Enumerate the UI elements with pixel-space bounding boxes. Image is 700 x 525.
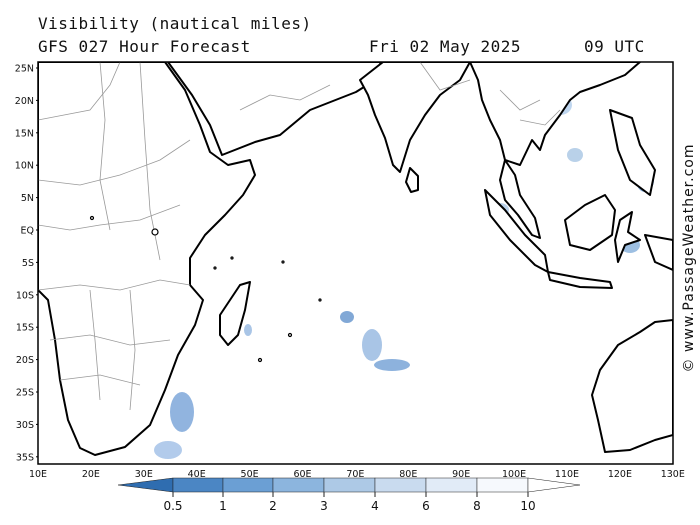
lat-label: 20S: [16, 355, 34, 366]
credit-text: © www.PassageWeather.com: [681, 143, 697, 372]
lat-label: 25S: [16, 388, 34, 399]
legend-label: 4: [371, 499, 379, 513]
longitude-labels: 10E 20E 30E 40E 50E 60E 70E 80E 90E 100E 110E 120E 1…: [29, 469, 685, 480]
lat-label: 10N: [15, 161, 34, 172]
visibility-legend: 0.5 1 2 3 4 6 8 10: [117, 477, 581, 513]
sulawesi: [614, 211, 641, 263]
lat-label: 10S: [16, 290, 34, 301]
lon-label: 80E: [399, 469, 417, 480]
lon-label: 130E: [661, 469, 685, 480]
lat-label: 15N: [15, 128, 34, 139]
legend-label: 3: [320, 499, 328, 513]
legend-label: 6: [422, 499, 430, 513]
java: [547, 271, 613, 289]
lat-label: 15S: [16, 323, 34, 334]
lon-label: 60E: [293, 469, 311, 480]
legend-arrow-left: [117, 477, 174, 493]
latitude-labels: 25N 20N 15N 10N 5N EQ 5S 10S 15S 20S 25S 30S 35S: [15, 64, 38, 463]
lat-label: 5N: [21, 193, 34, 204]
map-content: [38, 62, 673, 459]
new-guinea: [644, 234, 673, 271]
legend-label: 0.5: [163, 499, 182, 513]
legend-label: 2: [269, 499, 277, 513]
legend-labels: 0.5 1 2 3 4 6 8 10: [163, 492, 536, 513]
lon-label: 110E: [555, 469, 579, 480]
indochina: [469, 62, 641, 166]
legend-arrow-right: [527, 477, 581, 493]
islands: [89, 215, 322, 363]
lon-label: 50E: [241, 469, 259, 480]
legend-label: 1: [219, 499, 227, 513]
chart-title: Visibility (nautical miles): [38, 14, 312, 33]
india: [359, 62, 471, 173]
lon-label: 30E: [135, 469, 153, 480]
lat-label: 5S: [22, 258, 34, 269]
malay-peninsula: [499, 159, 541, 239]
forecast-subtitle: GFS 027 Hour Forecast: [38, 37, 251, 56]
philippines: [609, 109, 656, 196]
borneo: [564, 194, 616, 251]
lat-label: EQ: [21, 226, 34, 237]
lat-label: 25N: [15, 64, 34, 75]
forecast-time: 09 UTC: [584, 37, 645, 56]
lon-label: 100E: [502, 469, 526, 480]
lon-label: 120E: [608, 469, 632, 480]
lon-label: 90E: [452, 469, 470, 480]
lat-label: 20N: [15, 96, 34, 107]
legend-label: 8: [473, 499, 481, 513]
lon-label: 20E: [82, 469, 100, 480]
madagascar: [219, 281, 251, 346]
lon-label: 40E: [188, 469, 206, 480]
lon-label: 10E: [29, 469, 47, 480]
forecast-date: Fri 02 May 2025: [369, 37, 521, 56]
map-frame: [37, 61, 674, 465]
lon-label: 70E: [346, 469, 364, 480]
sri-lanka: [405, 167, 419, 193]
country-borders: [38, 62, 561, 411]
africa: [38, 62, 256, 456]
lat-label: 35S: [16, 452, 34, 463]
lat-label: 30S: [16, 420, 34, 431]
australia: [591, 319, 673, 453]
legend-label: 10: [520, 499, 535, 513]
land-masses: [38, 62, 673, 456]
